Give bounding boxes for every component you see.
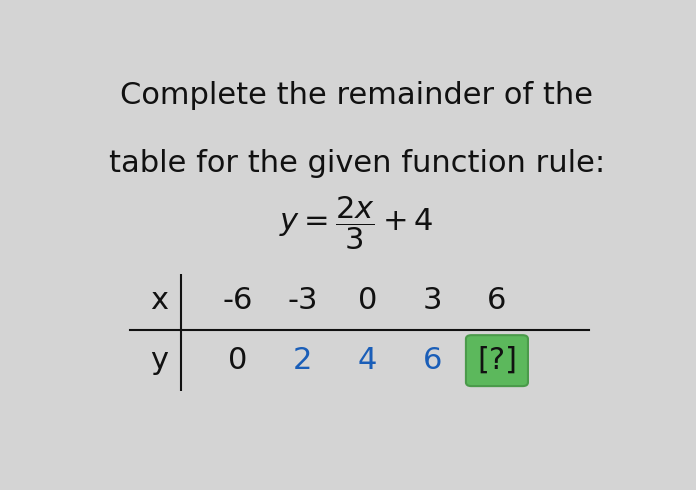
Text: [?]: [?] bbox=[477, 346, 517, 375]
Text: 2: 2 bbox=[293, 346, 313, 375]
Text: y: y bbox=[150, 346, 168, 375]
Text: 3: 3 bbox=[422, 286, 442, 315]
FancyBboxPatch shape bbox=[466, 335, 528, 386]
Text: 4: 4 bbox=[358, 346, 377, 375]
Text: -6: -6 bbox=[223, 286, 253, 315]
Text: 0: 0 bbox=[358, 286, 377, 315]
Text: Complete the remainder of the: Complete the remainder of the bbox=[120, 81, 593, 110]
Text: 6: 6 bbox=[487, 286, 507, 315]
Text: -3: -3 bbox=[287, 286, 318, 315]
Text: 0: 0 bbox=[228, 346, 248, 375]
Text: x: x bbox=[150, 286, 168, 315]
Text: table for the given function rule:: table for the given function rule: bbox=[109, 149, 605, 178]
Text: 6: 6 bbox=[422, 346, 442, 375]
Text: $y = \dfrac{2x}{3} + 4$: $y = \dfrac{2x}{3} + 4$ bbox=[279, 194, 434, 252]
